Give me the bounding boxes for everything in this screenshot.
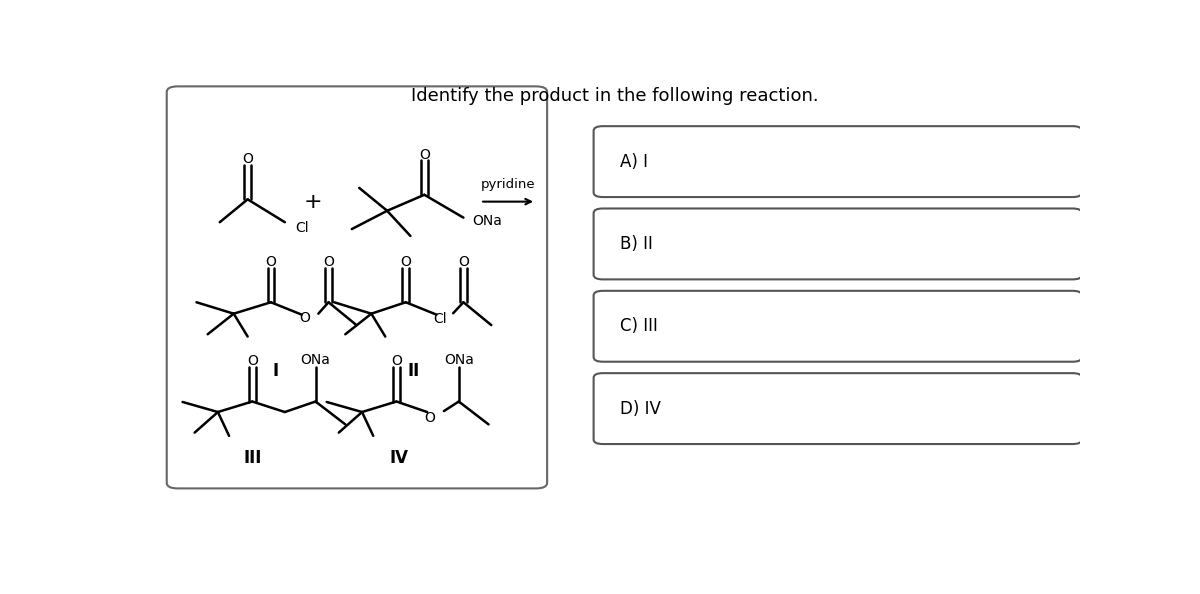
Text: O: O [401, 255, 412, 269]
FancyBboxPatch shape [167, 86, 547, 488]
FancyBboxPatch shape [594, 208, 1082, 279]
Text: D) IV: D) IV [619, 400, 660, 418]
Text: A) I: A) I [619, 153, 648, 170]
Text: O: O [323, 255, 334, 269]
Text: O: O [419, 147, 430, 162]
Text: O: O [242, 152, 253, 166]
Text: I: I [272, 362, 278, 380]
Text: O: O [425, 410, 436, 425]
Text: II: II [407, 362, 419, 380]
FancyBboxPatch shape [594, 126, 1082, 197]
Text: pyridine: pyridine [481, 178, 535, 191]
Text: ONa: ONa [444, 353, 474, 367]
Text: Cl: Cl [433, 312, 446, 326]
Text: Cl: Cl [295, 221, 308, 235]
Text: O: O [265, 255, 276, 269]
Text: Identify the product in the following reaction.: Identify the product in the following re… [412, 87, 818, 105]
Text: III: III [244, 448, 262, 467]
Text: ONa: ONa [301, 353, 330, 367]
Text: B) II: B) II [619, 235, 653, 253]
Text: ONa: ONa [473, 214, 503, 228]
Text: C) III: C) III [619, 317, 658, 335]
Text: O: O [299, 311, 310, 326]
FancyBboxPatch shape [594, 373, 1082, 444]
FancyBboxPatch shape [594, 291, 1082, 362]
Text: +: + [304, 192, 322, 211]
Text: O: O [391, 354, 402, 368]
Text: O: O [458, 255, 469, 269]
Text: O: O [247, 354, 258, 368]
Text: IV: IV [390, 448, 409, 467]
